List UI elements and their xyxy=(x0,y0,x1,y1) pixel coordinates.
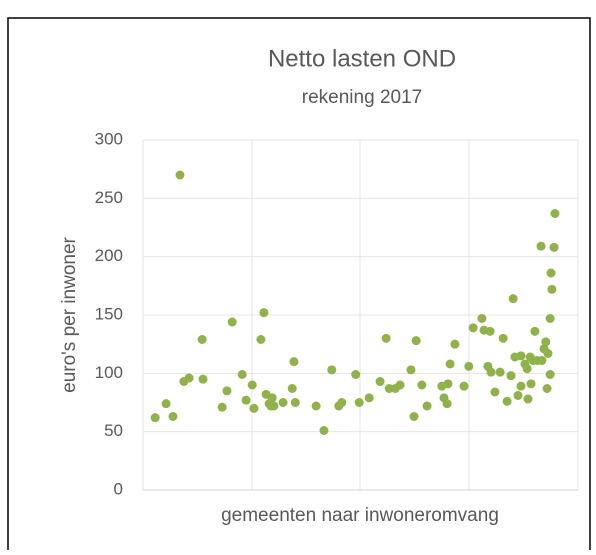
point xyxy=(523,394,533,404)
point xyxy=(175,170,185,180)
point xyxy=(278,398,288,407)
point xyxy=(311,401,321,411)
point xyxy=(445,359,455,369)
point xyxy=(269,401,279,411)
point xyxy=(290,398,300,407)
point xyxy=(198,374,208,384)
y-tick-label: 0 xyxy=(114,479,123,498)
point xyxy=(417,380,427,390)
point xyxy=(536,241,546,251)
point xyxy=(375,377,385,386)
point xyxy=(287,384,297,393)
point xyxy=(498,333,508,343)
point xyxy=(406,365,416,375)
point xyxy=(184,373,194,383)
point xyxy=(161,399,171,409)
point xyxy=(327,365,337,375)
point xyxy=(549,242,559,252)
point xyxy=(443,379,453,389)
point xyxy=(197,335,207,344)
point xyxy=(543,349,553,358)
x-axis-label: gemeenten naar inwoneromvang xyxy=(221,505,499,526)
point xyxy=(477,314,487,323)
point xyxy=(516,381,526,391)
point xyxy=(267,393,277,403)
point xyxy=(545,314,555,323)
point xyxy=(409,412,419,421)
point xyxy=(227,317,237,327)
frame xyxy=(7,17,591,555)
chart-subtitle: rekening 2017 xyxy=(302,87,422,108)
y-tick-label: 100 xyxy=(95,363,123,382)
point xyxy=(217,402,227,412)
point xyxy=(237,370,247,379)
point xyxy=(364,393,374,403)
point xyxy=(422,401,432,411)
y-tick-label: 50 xyxy=(104,421,123,440)
chart-title: Netto lasten OND xyxy=(268,45,456,72)
point xyxy=(150,413,160,423)
point xyxy=(485,326,495,336)
point xyxy=(495,367,505,377)
point xyxy=(530,326,540,336)
point xyxy=(513,391,523,400)
y-tick-label: 200 xyxy=(95,246,123,265)
point xyxy=(468,323,478,333)
point xyxy=(526,379,536,389)
point xyxy=(442,399,452,409)
point xyxy=(259,308,269,318)
y-tick-label: 250 xyxy=(95,188,123,207)
point xyxy=(546,268,556,278)
point xyxy=(541,337,551,347)
point xyxy=(381,333,391,343)
point xyxy=(319,426,329,435)
point xyxy=(502,396,512,406)
point xyxy=(537,356,547,365)
point xyxy=(168,412,178,421)
y-tick-label: 300 xyxy=(95,129,123,148)
point xyxy=(354,398,364,407)
point xyxy=(395,380,405,390)
point xyxy=(459,381,469,391)
point xyxy=(351,370,361,379)
point xyxy=(490,387,500,397)
point xyxy=(547,284,557,294)
point xyxy=(450,339,460,349)
point xyxy=(411,336,421,346)
point xyxy=(241,395,251,405)
point xyxy=(542,384,552,393)
point xyxy=(249,403,259,413)
point xyxy=(508,294,518,304)
point xyxy=(289,357,299,367)
point xyxy=(247,380,257,390)
y-axis-label: euro's per inwoner xyxy=(59,236,80,392)
point xyxy=(222,386,232,396)
point xyxy=(516,351,526,361)
point xyxy=(545,370,555,379)
y-tick-label: 150 xyxy=(95,304,123,323)
point xyxy=(550,209,560,218)
point xyxy=(522,364,532,374)
point xyxy=(256,335,266,344)
point xyxy=(337,398,347,407)
point xyxy=(486,367,496,377)
point xyxy=(464,361,474,371)
point xyxy=(506,371,516,381)
